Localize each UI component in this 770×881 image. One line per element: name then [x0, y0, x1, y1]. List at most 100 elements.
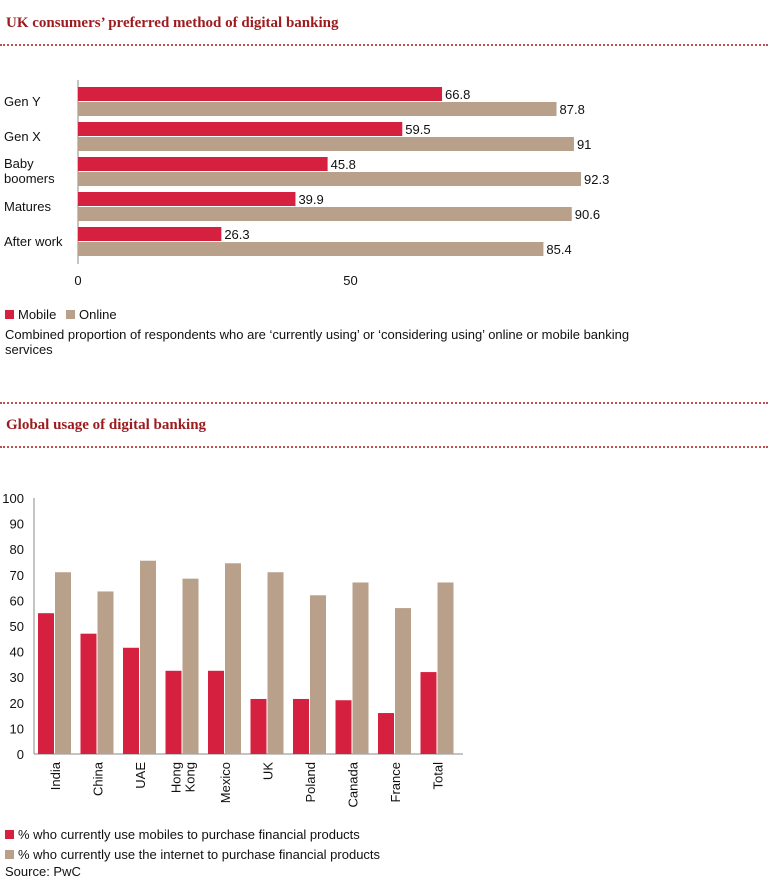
category-label: UAE: [133, 762, 148, 789]
chart1-note: Combined proportion of respondents who a…: [5, 327, 630, 357]
category-label-group: France: [388, 762, 403, 802]
y-tick-label: 70: [10, 568, 24, 583]
y-tick-label: 10: [10, 721, 24, 736]
mobile-bar: [378, 713, 394, 754]
category-label: Matures: [4, 199, 51, 214]
online-swatch-2: [5, 850, 14, 859]
online-bar: [78, 172, 582, 186]
category-label: Canada: [346, 761, 361, 807]
chart2-legend-mobile: % who currently use mobiles to purchase …: [5, 827, 360, 842]
online-bar: [55, 572, 71, 754]
category-label-line: Matures: [4, 199, 51, 214]
category-label: Gen Y: [4, 94, 41, 109]
category-label-line: After work: [4, 234, 63, 249]
mobile-bar: [293, 698, 309, 754]
category-label: Gen X: [4, 129, 41, 144]
chart1-title: UK consumers’ preferred method of digita…: [6, 15, 339, 31]
chart1-plot: Gen Y 66.8 87.8 Gen X 59.5 91 Baby boomers 45.8 9…: [4, 80, 609, 288]
online-bar: [78, 102, 557, 116]
divider-1: [0, 44, 768, 46]
category-label: Total: [431, 762, 446, 790]
category-label-group: UK: [261, 762, 276, 780]
mobile-bar: [78, 227, 222, 241]
mobile-bar: [78, 122, 403, 136]
online-bar: [395, 608, 411, 754]
category-label-group: Mexico: [218, 762, 233, 803]
online-bar: [78, 242, 544, 256]
category-label: UK: [261, 762, 276, 780]
y-tick-label: 100: [2, 491, 24, 506]
value-label: 39.9: [298, 192, 323, 207]
category-label-line: Gen X: [4, 129, 41, 144]
online-bar: [310, 595, 326, 754]
value-label: 90.6: [575, 207, 600, 222]
mobile-swatch-2: [5, 830, 14, 839]
mobile-bar: [420, 672, 437, 754]
chart2-legend-mobile-label: % who currently use mobiles to purchase …: [18, 827, 360, 842]
category-label: After work: [4, 234, 63, 249]
mobile-bar: [38, 613, 54, 754]
category-label-line: boomers: [4, 171, 55, 186]
value-label: 59.5: [405, 122, 430, 137]
mobile-bar: [250, 698, 267, 754]
x-tick-label: 0: [74, 273, 81, 288]
online-bar: [225, 563, 241, 754]
category-label-line: UK: [261, 762, 276, 780]
category-label-line: Mexico: [218, 762, 233, 803]
chart2-plot: 0 10 20 30 40 50 60 70 80 90 100 India China UAE HongK…: [2, 491, 463, 808]
category-label-line: India: [48, 761, 63, 790]
mobile-bar: [123, 647, 139, 754]
category-label: Mexico: [218, 762, 233, 803]
y-tick-label: 40: [10, 645, 24, 660]
y-tick-label: 30: [10, 670, 24, 685]
chart2-legend-online: % who currently use the internet to purc…: [5, 847, 380, 862]
category-label-group: UAE: [133, 762, 148, 789]
mobile-bar: [208, 670, 224, 754]
y-tick-label: 60: [10, 593, 24, 608]
category-label-line: China: [91, 761, 106, 796]
y-tick-label: 20: [10, 696, 24, 711]
online-bar: [97, 591, 114, 754]
category-label-line: Total: [431, 762, 446, 790]
category-label: HongKong: [169, 762, 198, 793]
mobile-bar: [80, 633, 97, 754]
x-tick-label: 50: [343, 273, 357, 288]
category-label-line: France: [388, 762, 403, 802]
mobile-bar: [78, 87, 443, 101]
mobile-bar: [78, 192, 296, 206]
value-label: 85.4: [546, 242, 571, 257]
chart2-title: Global usage of digital banking: [6, 417, 207, 433]
online-bar: [352, 582, 369, 754]
category-label-group: India: [48, 761, 63, 790]
y-tick-label: 50: [10, 619, 24, 634]
category-label: China: [91, 761, 106, 796]
value-label: 26.3: [224, 227, 249, 242]
online-bar: [182, 578, 199, 754]
mobile-bar: [78, 157, 328, 171]
category-label-line: Hong: [169, 762, 184, 793]
category-label-line: Baby: [4, 156, 34, 171]
category-label-group: Poland: [303, 762, 318, 802]
online-bar: [78, 137, 574, 151]
online-bar: [267, 572, 284, 754]
mobile-swatch: [5, 310, 14, 319]
category-label-group: Canada: [346, 761, 361, 807]
chart1-legend-mobile: Mobile: [5, 307, 56, 322]
divider-2: [0, 402, 768, 404]
category-label-group: Total: [431, 762, 446, 790]
mobile-bar: [335, 700, 352, 754]
category-label-line: UAE: [133, 762, 148, 789]
online-bar: [437, 582, 454, 754]
y-tick-label: 0: [17, 747, 24, 762]
chart2-source: Source: PwC: [5, 864, 81, 879]
category-label-line: Kong: [183, 762, 198, 792]
value-label: 66.8: [445, 87, 470, 102]
category-label-line: Poland: [303, 762, 318, 802]
category-label: Poland: [303, 762, 318, 802]
category-label-line: Gen Y: [4, 94, 41, 109]
y-tick-label: 80: [10, 542, 24, 557]
value-label: 91: [577, 137, 591, 152]
chart1-legend-online-label: Online: [79, 307, 117, 322]
online-bar: [78, 207, 572, 221]
category-label-group: HongKong: [169, 762, 198, 793]
